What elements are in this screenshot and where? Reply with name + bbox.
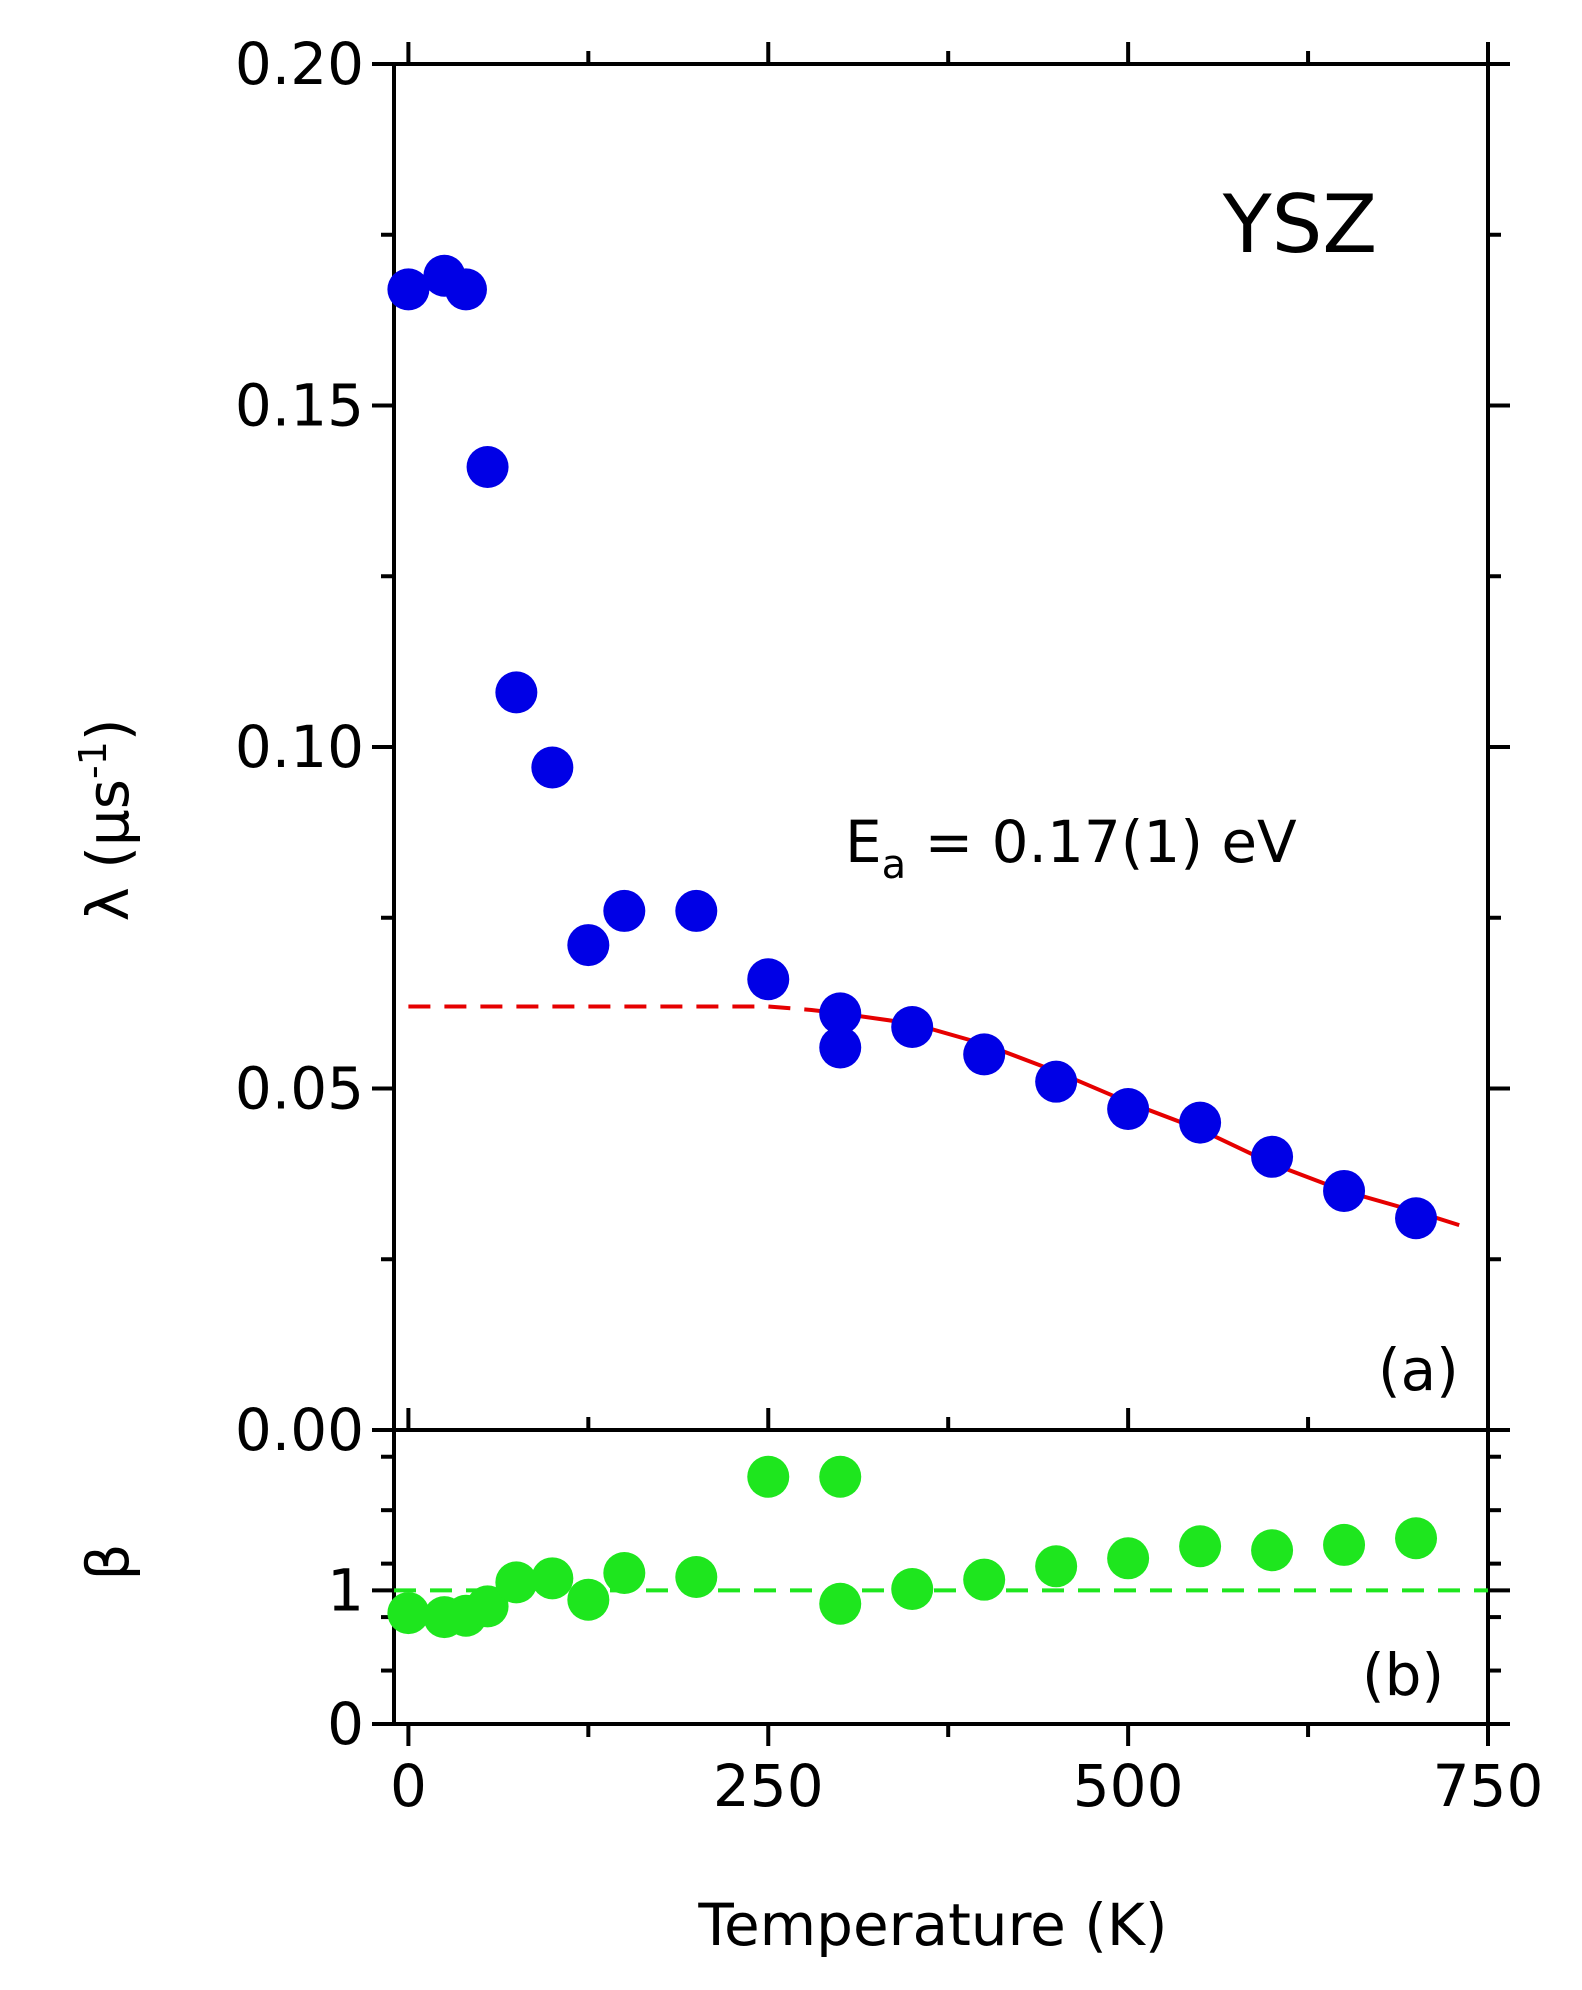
panel-b-ytick-label: 0 — [327, 1690, 364, 1758]
lambda-data-point — [1395, 1197, 1438, 1240]
lambda-data-point — [603, 889, 646, 932]
lambda-data-point — [1179, 1101, 1222, 1144]
activation-energy-subscript: a — [882, 842, 907, 888]
lambda-data-point — [531, 746, 574, 789]
fit-line-dashed — [408, 1004, 841, 1016]
panel-a-ytick-label: 0.05 — [235, 1055, 364, 1123]
activation-energy-symbol: E — [845, 808, 882, 876]
lambda-data-point — [387, 268, 430, 311]
beta-data-point — [466, 1585, 509, 1628]
panel-b: 0 1 0 250 500 750 (b) β — [74, 1408, 1543, 1820]
panel-b-ylabel: β — [74, 1543, 142, 1580]
lambda-data-point — [963, 1033, 1006, 1076]
beta-data-point — [603, 1551, 646, 1594]
beta-data-point — [819, 1455, 862, 1498]
lambda-data-point — [891, 1006, 934, 1049]
panel-a-label: (a) — [1378, 1336, 1459, 1404]
x-tick-label: 500 — [1073, 1752, 1184, 1820]
beta-data-point — [675, 1556, 718, 1598]
x-axis-title: Temperature (K) — [697, 1891, 1167, 1959]
lambda-data-point — [444, 268, 487, 311]
lambda-data-point — [819, 1026, 862, 1069]
beta-data-point — [747, 1455, 790, 1498]
beta-data-point — [1179, 1525, 1222, 1568]
beta-data-point — [1107, 1537, 1150, 1580]
panel-a-ticks — [372, 42, 1510, 1432]
lambda-data-point — [1323, 1169, 1366, 1212]
lambda-data-point — [819, 992, 862, 1035]
lambda-data-point — [495, 671, 538, 714]
beta-data-point — [495, 1561, 538, 1604]
beta-data-point — [531, 1557, 574, 1600]
beta-data-point — [819, 1582, 862, 1625]
panel-b-ticks — [372, 1408, 1510, 1746]
panel-a-fit-lines — [408, 1004, 1460, 1228]
sample-label: YSZ — [1222, 178, 1377, 271]
beta-data-point — [1251, 1529, 1294, 1572]
lambda-data-point — [567, 924, 610, 967]
panel-a-ytick-label: 0.20 — [235, 30, 364, 98]
x-tick-label: 750 — [1433, 1752, 1544, 1820]
x-tick-label: 250 — [713, 1752, 824, 1820]
panel-a: 0.00 0.05 0.10 0.15 0.20 YSZ Ea = 0.17(1) eV… — [71, 30, 1510, 1464]
panel-a-ylabel: λ (μs-1) — [71, 718, 142, 921]
lambda-data-point — [675, 889, 718, 932]
beta-data-point — [963, 1558, 1006, 1601]
panel-b-ytick-label: 1 — [327, 1556, 364, 1624]
beta-data-point — [891, 1568, 934, 1611]
activation-energy-annotation: Ea = 0.17(1) eV — [845, 808, 1297, 888]
beta-data-point — [567, 1578, 610, 1621]
lambda-data-point — [1035, 1060, 1078, 1103]
panel-b-tick-labels: 0 1 0 250 500 750 — [327, 1556, 1543, 1820]
panel-a-ytick-label: 0.00 — [235, 1396, 364, 1464]
panel-a-ytick-label: 0.10 — [235, 713, 364, 781]
x-tick-label: 0 — [390, 1752, 427, 1820]
lambda-data-point — [1107, 1087, 1150, 1130]
beta-data-point — [387, 1592, 430, 1635]
panel-a-points — [387, 254, 1438, 1240]
panel-b-frame — [392, 1428, 1490, 1726]
panel-a-ytick-label: 0.15 — [235, 372, 364, 440]
beta-data-point — [1395, 1517, 1438, 1560]
panel-b-points — [387, 1455, 1438, 1639]
lambda-data-point — [1251, 1135, 1294, 1178]
beta-data-point — [1035, 1545, 1078, 1588]
activation-energy-value: = 0.17(1) eV — [906, 808, 1297, 876]
panel-a-ylabel-close: ) — [74, 718, 142, 741]
panel-b-label: (b) — [1362, 1641, 1444, 1709]
panel-a-ylabel-main: λ (μs — [74, 779, 142, 922]
beta-data-point — [1323, 1523, 1366, 1566]
lambda-data-point — [747, 958, 790, 1001]
panel-a-tick-labels: 0.00 0.05 0.10 0.15 0.20 — [235, 30, 364, 1464]
fit-line-solid — [839, 1011, 1460, 1228]
panel-a-ylabel-sup: -1 — [71, 741, 115, 779]
lambda-data-point — [466, 445, 509, 488]
